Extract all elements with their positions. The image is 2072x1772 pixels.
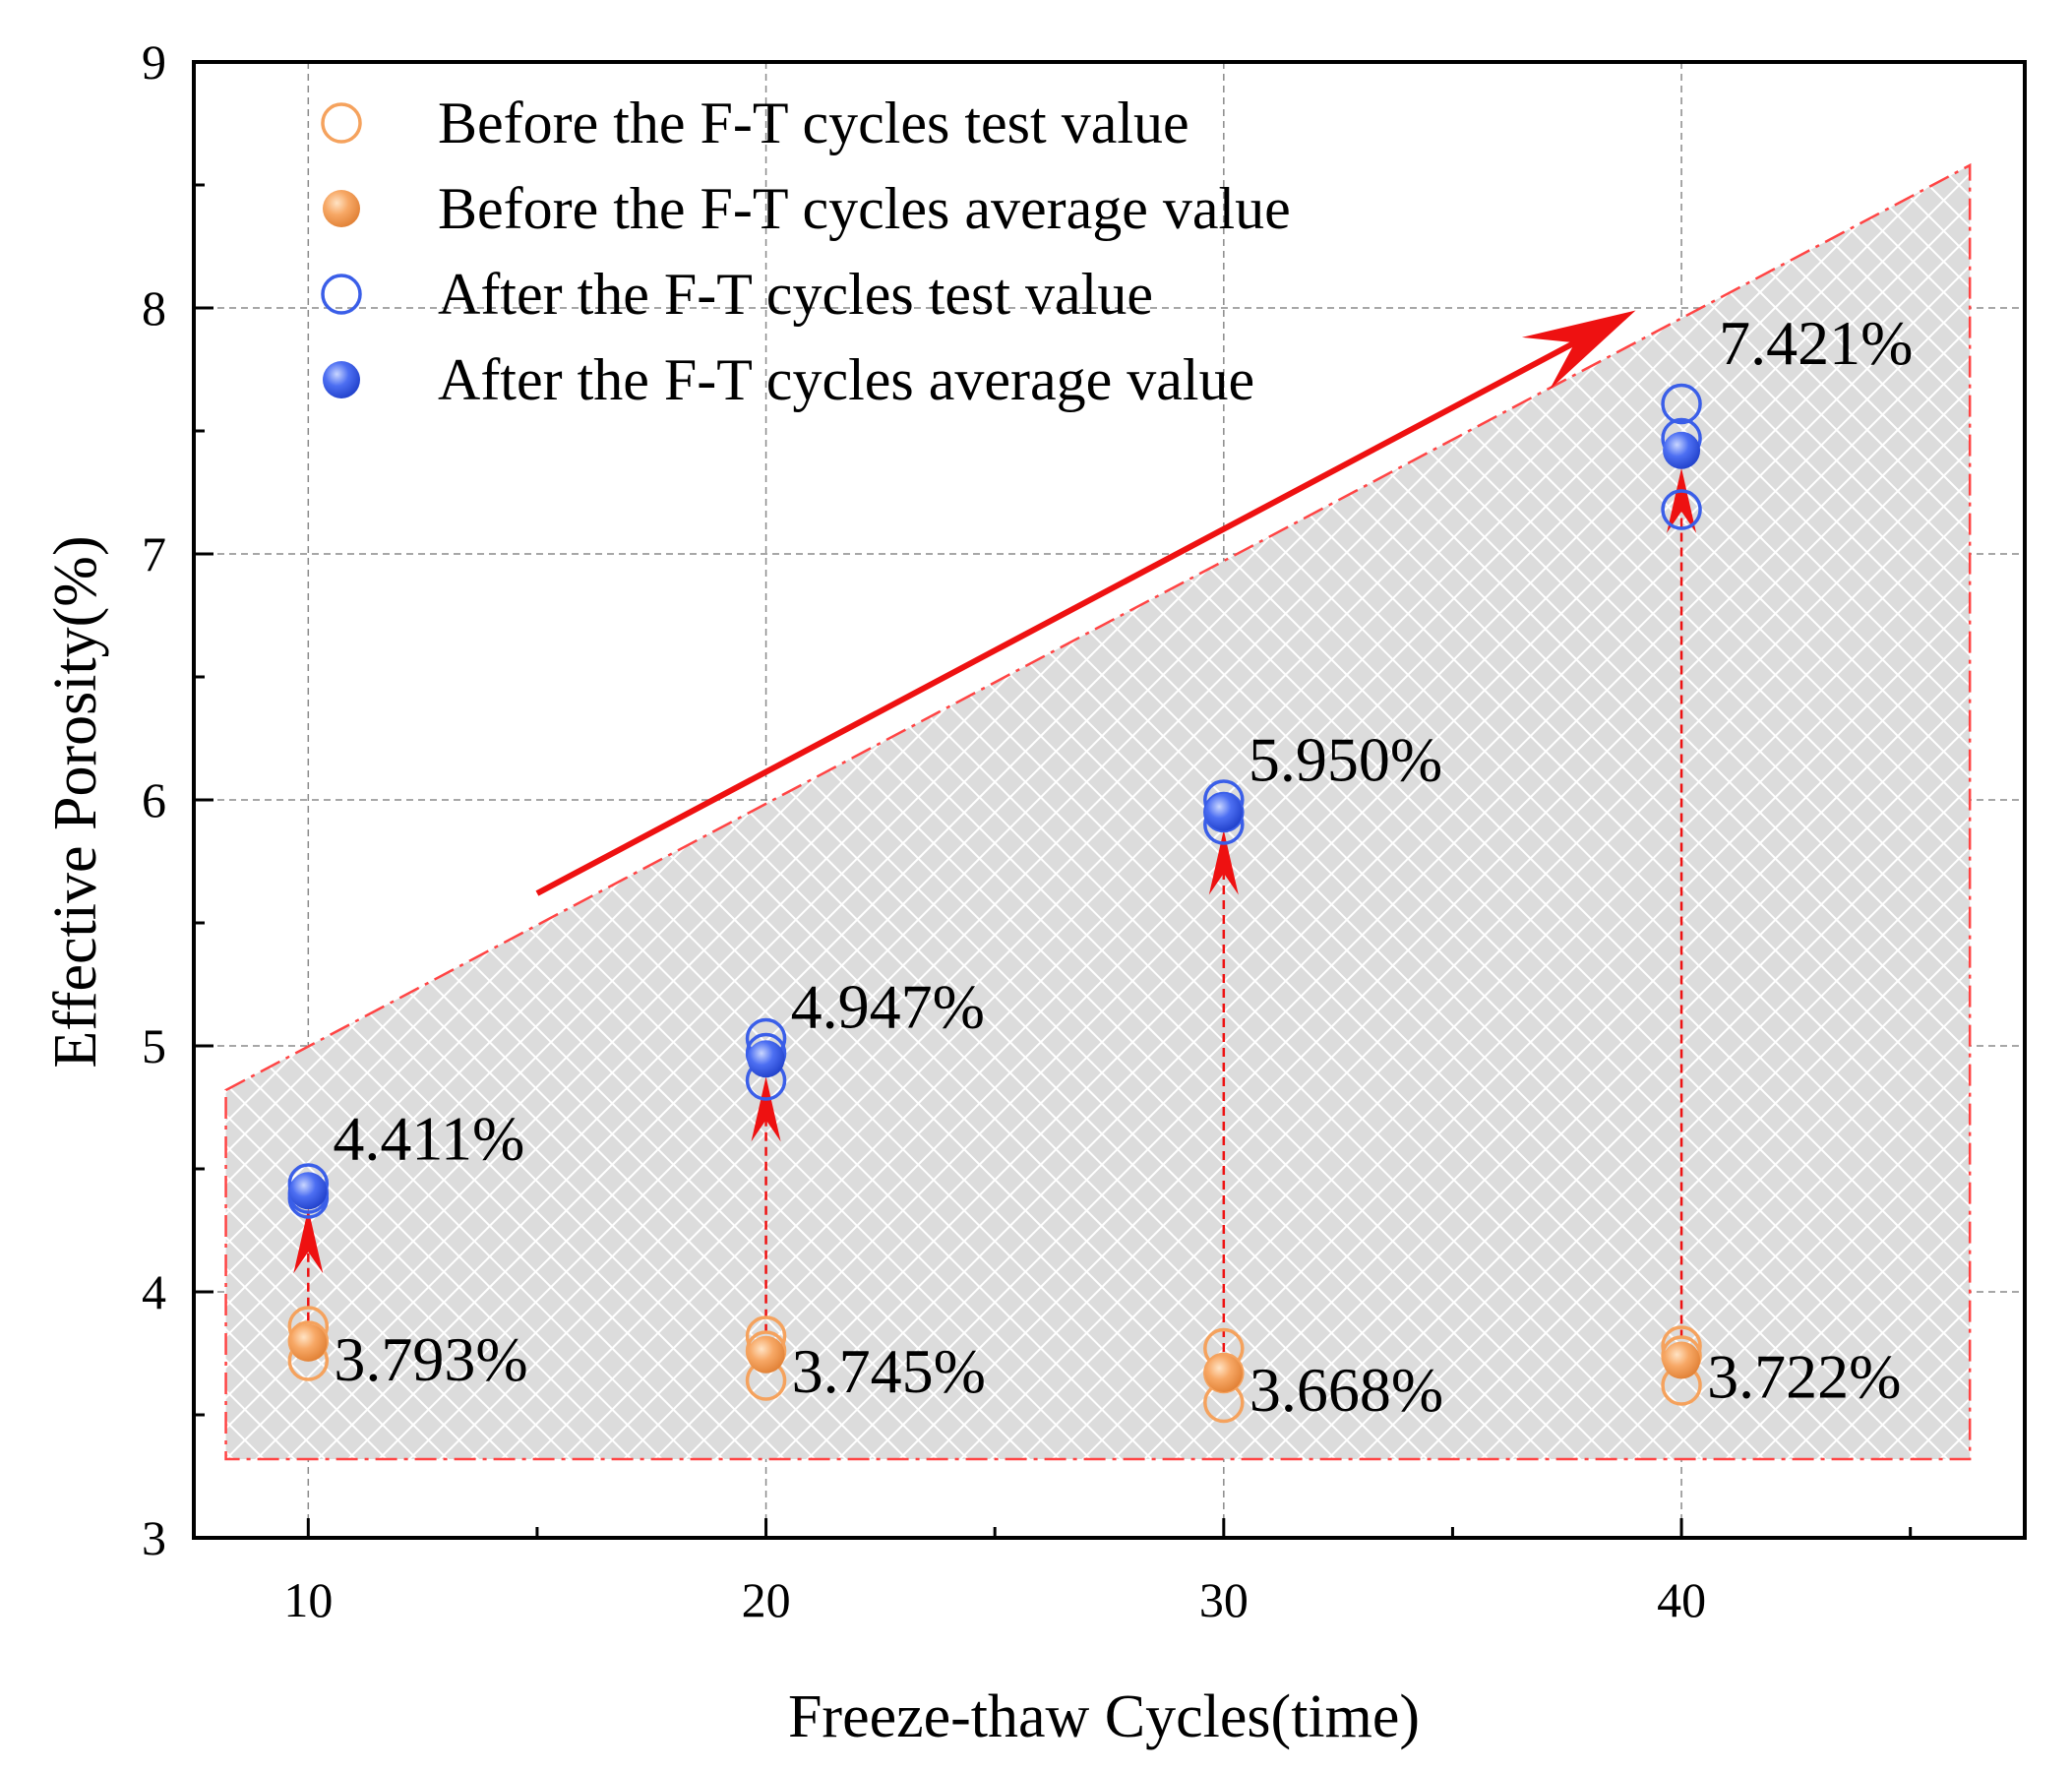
before-average-point: [747, 1335, 785, 1374]
after-average-point: [1204, 793, 1243, 831]
rise-arrow-head: [751, 1076, 781, 1142]
y-tick-label: 3: [142, 1510, 166, 1565]
after-average-point: [747, 1040, 785, 1078]
y-tick-label: 7: [142, 526, 166, 581]
legend-label: Before the F-T cycles average value: [438, 176, 1291, 241]
before-average-label: 3.668%: [1249, 1355, 1443, 1425]
after-average-label: 7.421%: [1719, 308, 1913, 378]
y-tick-label: 8: [142, 280, 166, 336]
legend-item: After the F-T cycles test value: [321, 262, 1153, 327]
after-average-label: 5.950%: [1249, 725, 1442, 795]
y-tick-label: 9: [142, 34, 166, 90]
before-average-label: 3.745%: [792, 1336, 986, 1406]
rise-arrow-head: [1208, 829, 1239, 895]
after-test-point: [1661, 489, 1702, 530]
rise-arrow-head: [1667, 467, 1697, 533]
rise-arrow-head: [293, 1208, 324, 1274]
legend-label: Before the F-T cycles test value: [438, 91, 1189, 155]
legend-item: Before the F-T cycles average value: [323, 176, 1291, 241]
after-average-point: [289, 1172, 328, 1210]
shaded-region-layer: [224, 162, 1972, 1461]
x-tick-label: 10: [283, 1572, 333, 1627]
after-average-point: [1663, 431, 1701, 469]
legend-label: After the F-T cycles average value: [438, 347, 1254, 412]
before-average-label: 3.722%: [1707, 1342, 1901, 1412]
before-average-point: [1204, 1355, 1243, 1392]
marker-layer: [287, 383, 1702, 1424]
data-label-layer: 4.411% 3.793% 4.947% 3.745% 5.950% 3.668% 7.42…: [333, 308, 1913, 1425]
arrow-layer: [293, 310, 1697, 1352]
before-average-point: [289, 1323, 328, 1362]
x-tick-label: 40: [1657, 1572, 1706, 1627]
shaded-region: [224, 162, 1972, 1461]
legend-marker-hollow: [321, 274, 362, 315]
legend-marker-filled: [323, 361, 360, 398]
legend-label: After the F-T cycles test value: [438, 262, 1153, 327]
before-average-label: 3.793%: [334, 1324, 527, 1394]
y-tick-label: 4: [142, 1264, 166, 1319]
after-average-label: 4.947%: [791, 971, 985, 1041]
y-axis-title: Effective Porosity(%): [42, 535, 109, 1068]
before-average-point: [1663, 1341, 1701, 1379]
x-axis-title: Freeze-thaw Cycles(time): [788, 1683, 1420, 1750]
y-tick-label: 5: [142, 1018, 166, 1073]
legend: Before the F-T cycles test value Before t…: [321, 91, 1291, 412]
legend-item: After the F-T cycles average value: [323, 347, 1254, 412]
legend-marker-filled: [323, 190, 360, 227]
x-tick-label: 30: [1199, 1572, 1249, 1627]
axis-layer: 10 20 30 40 3 4 5 6 7 8 9: [142, 34, 1913, 1627]
x-tick-label: 20: [742, 1572, 791, 1627]
after-test-point: [1661, 383, 1702, 425]
after-average-label: 4.411%: [333, 1103, 524, 1173]
trend-arrow-shaft: [535, 333, 1590, 896]
y-tick-label: 6: [142, 772, 166, 827]
legend-marker-hollow: [321, 102, 362, 144]
legend-item: Before the F-T cycles test value: [321, 91, 1189, 155]
trend-arrow-head: [1521, 310, 1636, 390]
